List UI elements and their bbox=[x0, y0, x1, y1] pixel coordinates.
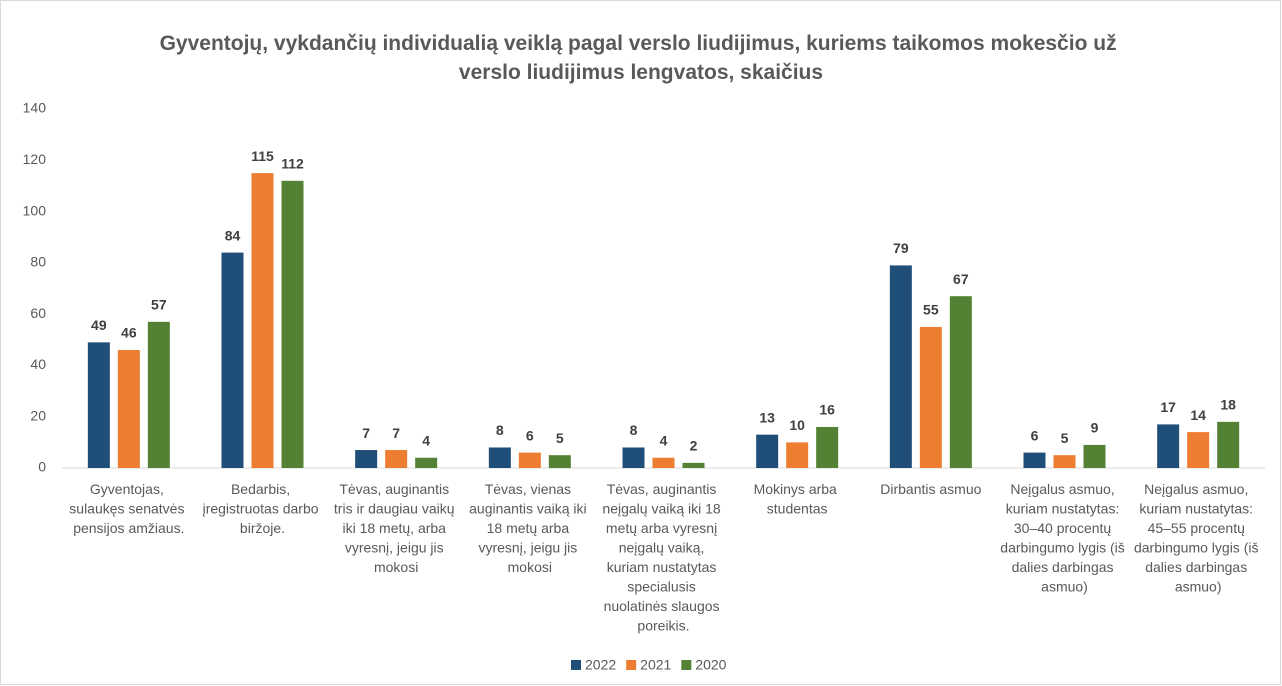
bar bbox=[518, 452, 541, 468]
bar bbox=[919, 326, 942, 468]
bar bbox=[1187, 432, 1210, 468]
value-label: 13 bbox=[759, 409, 775, 425]
value-label: 14 bbox=[1190, 407, 1206, 423]
value-label: 17 bbox=[1160, 399, 1176, 415]
bar bbox=[756, 434, 779, 468]
bar bbox=[889, 265, 912, 468]
bar bbox=[1217, 421, 1240, 468]
y-tick-label: 0 bbox=[38, 459, 46, 475]
x-tick-label: Neįgalus asmuo, kuriam nustatytas: 45–55… bbox=[1134, 481, 1262, 595]
bar bbox=[117, 350, 140, 468]
y-tick-label: 140 bbox=[23, 100, 47, 116]
y-tick-label: 120 bbox=[23, 151, 47, 167]
y-tick-label: 100 bbox=[23, 202, 47, 218]
y-tick-label: 60 bbox=[30, 305, 46, 321]
bar bbox=[1157, 424, 1180, 468]
bar bbox=[251, 173, 274, 468]
value-label: 112 bbox=[281, 156, 304, 172]
bar bbox=[385, 450, 408, 468]
value-label: 57 bbox=[151, 297, 167, 313]
value-label: 55 bbox=[923, 302, 939, 318]
value-label: 6 bbox=[526, 427, 534, 443]
x-tick-label: Tėvas, vienas auginantis vaiką iki 18 me… bbox=[469, 481, 590, 575]
bar bbox=[548, 455, 571, 468]
value-label: 8 bbox=[496, 422, 504, 438]
x-tick-label: Gyventojas, sulaukęs senatvės pensijos a… bbox=[69, 481, 188, 536]
bar bbox=[1023, 452, 1046, 468]
bar bbox=[488, 447, 511, 468]
value-label: 4 bbox=[422, 432, 430, 448]
value-label: 49 bbox=[91, 317, 107, 333]
value-label: 67 bbox=[953, 271, 969, 287]
x-tick-label: Mokinys arba studentas bbox=[754, 481, 841, 517]
bar bbox=[816, 426, 839, 468]
value-label: 10 bbox=[789, 417, 805, 433]
value-label: 6 bbox=[1031, 427, 1039, 443]
x-tick-label: Neįgalus asmuo, kuriam nustatytas: 30–40… bbox=[1000, 481, 1128, 595]
value-label: 8 bbox=[630, 422, 638, 438]
bar bbox=[1053, 455, 1076, 468]
bar bbox=[622, 447, 645, 468]
x-tick-label: Bedarbis, įregistruotas darbo biržoje. bbox=[203, 481, 323, 536]
bar bbox=[355, 450, 378, 468]
legend-swatch bbox=[681, 660, 692, 670]
value-label: 5 bbox=[556, 430, 564, 446]
value-label: 2 bbox=[690, 438, 698, 454]
bar bbox=[147, 321, 170, 468]
legend-label: 2021 bbox=[640, 657, 671, 673]
bar bbox=[652, 457, 675, 468]
bar bbox=[415, 457, 438, 468]
value-label: 7 bbox=[392, 425, 400, 441]
chart-title: Gyventojų, vykdančių individualią veiklą… bbox=[160, 32, 1123, 84]
y-tick-label: 40 bbox=[30, 356, 46, 372]
x-tick-label: Tėvas, auginantis tris ir daugiau vaikų … bbox=[334, 481, 459, 575]
value-label: 115 bbox=[251, 148, 274, 164]
value-label: 46 bbox=[121, 325, 137, 341]
x-tick-label: Tėvas, auginantis neįgalų vaiką iki 18 m… bbox=[602, 481, 724, 634]
legend-swatch bbox=[626, 660, 637, 670]
bar bbox=[682, 462, 705, 468]
value-label: 79 bbox=[893, 240, 909, 256]
bar bbox=[786, 442, 809, 468]
legend-label: 2020 bbox=[695, 657, 726, 673]
value-label: 4 bbox=[660, 432, 668, 448]
x-tick-label: Dirbantis asmuo bbox=[880, 481, 981, 497]
legend-swatch bbox=[571, 660, 581, 670]
value-label: 16 bbox=[819, 402, 835, 418]
bar bbox=[87, 342, 110, 468]
value-label: 7 bbox=[362, 425, 370, 441]
value-label: 5 bbox=[1061, 430, 1069, 446]
value-label: 84 bbox=[225, 227, 241, 243]
value-label: 9 bbox=[1091, 420, 1099, 436]
bar bbox=[281, 180, 304, 469]
legend-label: 2022 bbox=[585, 657, 616, 673]
value-label: 18 bbox=[1220, 397, 1236, 413]
y-tick-label: 20 bbox=[30, 407, 46, 423]
bar bbox=[1083, 444, 1106, 468]
y-tick-label: 80 bbox=[30, 254, 46, 270]
bar bbox=[949, 296, 972, 468]
bar bbox=[221, 252, 244, 468]
